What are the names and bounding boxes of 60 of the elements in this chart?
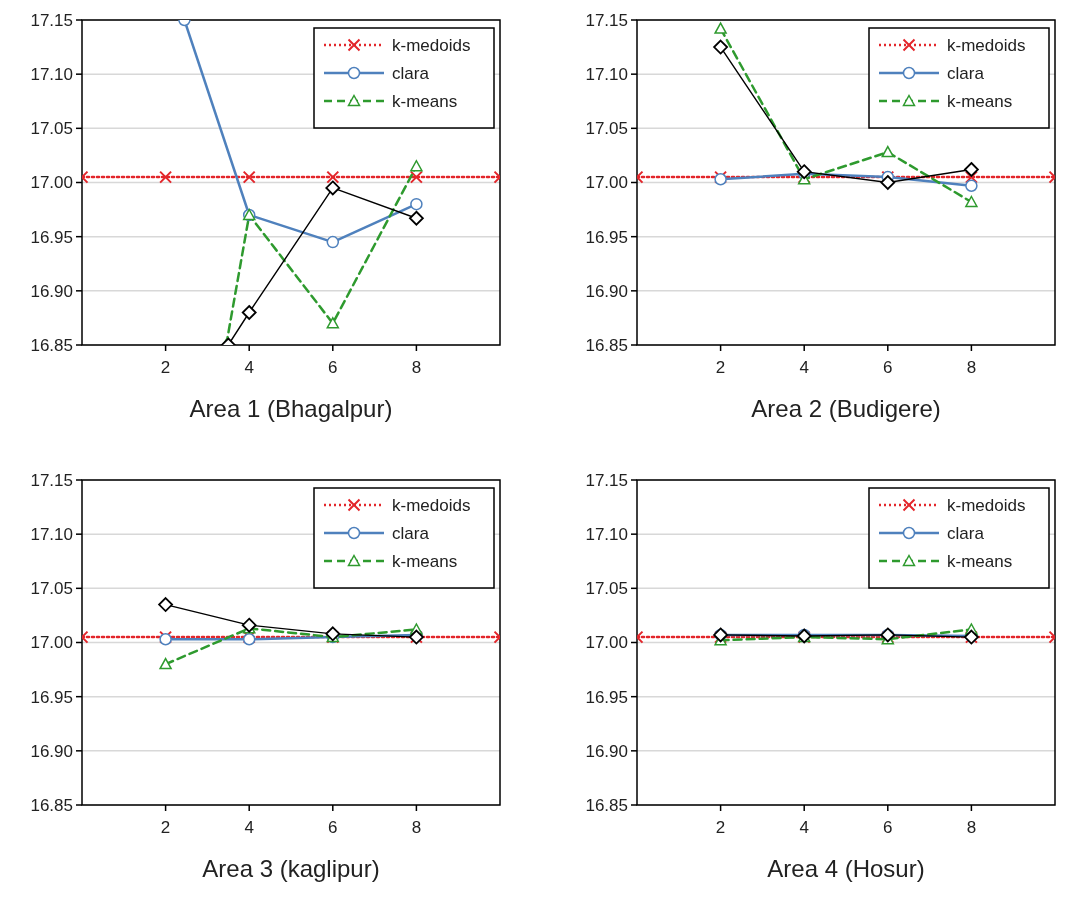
y-tick-label: 17.15 xyxy=(30,470,73,490)
x-axis-title: Area 4 (Hosur) xyxy=(767,855,925,882)
legend-label: k-medoids xyxy=(947,35,1026,55)
y-tick-label: 17.10 xyxy=(585,65,628,85)
legend-label: k-means xyxy=(392,551,458,571)
legend-label: clara xyxy=(392,63,430,83)
x-tick-label: 8 xyxy=(966,818,977,837)
y-tick-label: 16.90 xyxy=(30,741,73,761)
y-tick-label: 17.15 xyxy=(30,10,73,30)
legend-label: k-medoids xyxy=(392,35,471,55)
y-tick-label: 17.05 xyxy=(30,579,73,599)
x-tick-label: 4 xyxy=(799,818,809,837)
x-tick-label: 8 xyxy=(411,358,422,377)
y-tick-label: 17.00 xyxy=(585,173,628,193)
x-tick-label: 6 xyxy=(328,358,338,377)
y-tick-label: 17.05 xyxy=(585,119,628,139)
x-tick-label: 4 xyxy=(799,358,809,377)
legend-label: k-medoids xyxy=(947,495,1026,515)
legend-label: k-means xyxy=(947,91,1013,111)
x-tick-label: 8 xyxy=(411,818,422,837)
x-tick-label: 2 xyxy=(160,818,171,837)
y-tick-label: 17.15 xyxy=(585,10,628,30)
x-tick-label: 4 xyxy=(244,358,254,377)
y-tick-label: 16.85 xyxy=(585,795,628,815)
x-tick-label: 2 xyxy=(160,358,171,377)
x-tick-label: 6 xyxy=(328,818,338,837)
y-tick-label: 17.10 xyxy=(30,65,73,85)
x-tick-label: 6 xyxy=(883,358,893,377)
y-tick-label: 17.00 xyxy=(585,633,628,653)
x-axis-title: Area 3 (kaglipur) xyxy=(202,855,380,882)
y-tick-label: 17.05 xyxy=(30,119,73,139)
x-tick-label: 8 xyxy=(966,358,977,377)
y-tick-label: 16.95 xyxy=(585,687,628,707)
y-tick-label: 16.95 xyxy=(30,227,73,247)
y-tick-label: 16.90 xyxy=(585,741,628,761)
y-tick-label: 16.90 xyxy=(585,281,628,301)
legend-label: clara xyxy=(947,63,985,83)
x-axis-title: Area 1 (Bhagalpur) xyxy=(189,395,393,422)
x-tick-label: 4 xyxy=(244,818,254,837)
x-tick-label: 6 xyxy=(883,818,893,837)
y-tick-label: 16.95 xyxy=(30,687,73,707)
y-tick-label: 16.90 xyxy=(30,281,73,301)
y-tick-label: 17.10 xyxy=(585,525,628,545)
y-tick-label: 16.85 xyxy=(585,335,628,355)
legend-label: k-medoids xyxy=(392,495,471,515)
legend-label: clara xyxy=(947,523,985,543)
x-tick-label: 2 xyxy=(715,818,726,837)
y-tick-label: 17.00 xyxy=(30,633,73,653)
y-tick-label: 17.15 xyxy=(585,470,628,490)
x-axis-title: Area 2 (Budigere) xyxy=(751,395,941,422)
y-tick-label: 16.95 xyxy=(585,227,628,247)
y-tick-label: 17.10 xyxy=(30,525,73,545)
legend-label: k-means xyxy=(392,91,458,111)
y-tick-label: 17.00 xyxy=(30,173,73,193)
y-tick-label: 16.85 xyxy=(30,335,73,355)
y-tick-label: 17.05 xyxy=(585,579,628,599)
x-tick-label: 2 xyxy=(715,358,726,377)
y-tick-label: 16.85 xyxy=(30,795,73,815)
legend-label: clara xyxy=(392,523,430,543)
legend-label: k-means xyxy=(947,551,1013,571)
